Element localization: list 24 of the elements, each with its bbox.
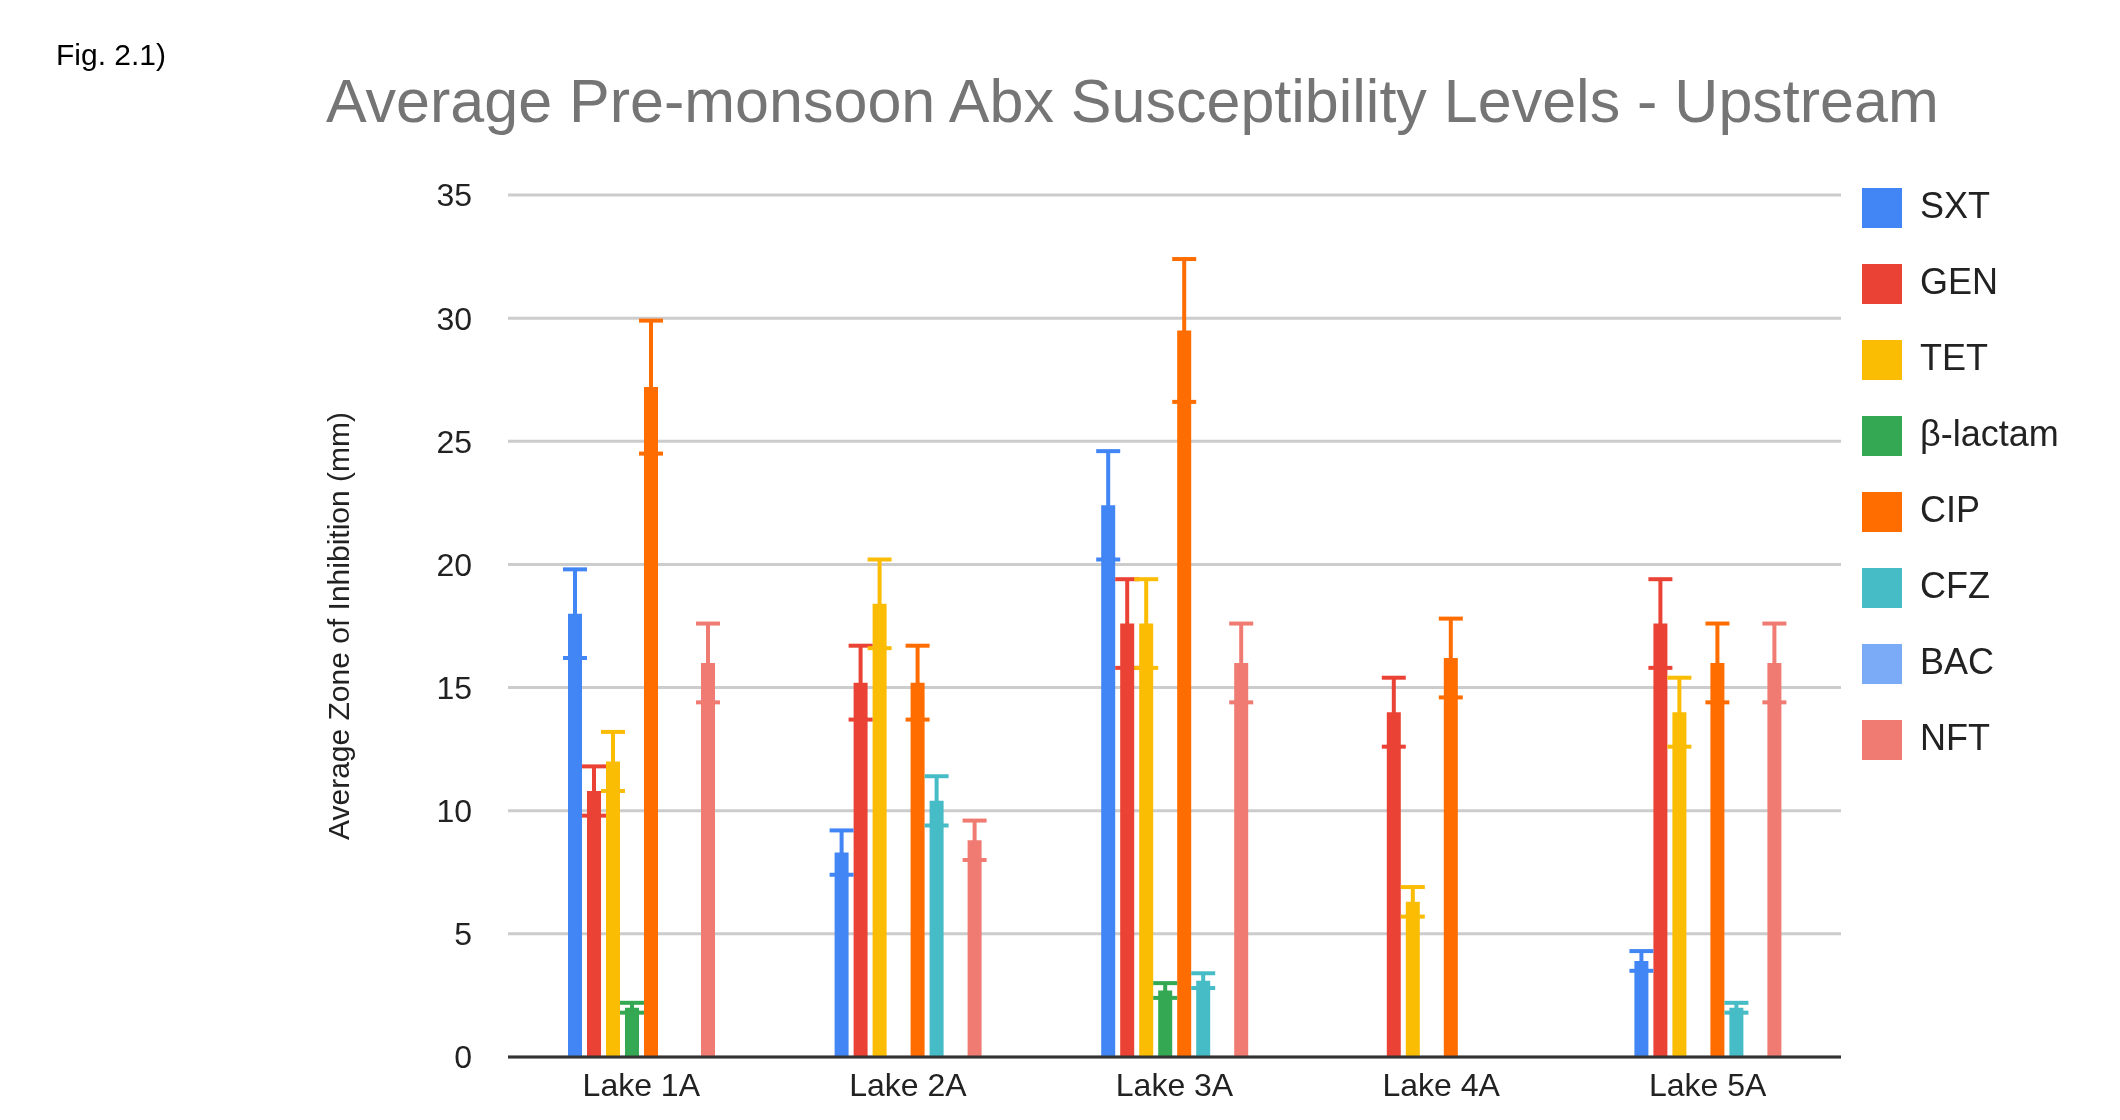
y-tick-label: 0 bbox=[454, 1039, 472, 1076]
legend-label: SXT bbox=[1920, 185, 1991, 226]
x-tick-label: Lake 2A bbox=[849, 1066, 968, 1103]
y-tick-label: 20 bbox=[436, 546, 472, 583]
x-tick-label: Lake 5A bbox=[1648, 1066, 1768, 1103]
x-tick-label: Lake 1A bbox=[582, 1066, 701, 1103]
y-tick-label: 10 bbox=[436, 793, 472, 830]
y-tick-label: 35 bbox=[436, 177, 472, 214]
chart-title: Average Pre-monsoon Abx Susceptibility Levels - Upstream bbox=[326, 66, 1939, 136]
y-tick-label: 15 bbox=[436, 669, 472, 706]
legend-label: GEN bbox=[1920, 261, 1999, 302]
legend-label: TET bbox=[1920, 337, 1988, 378]
caption: Fig. 2.1) bbox=[56, 38, 167, 72]
legend-label: NFT bbox=[1920, 717, 1990, 758]
legend-label: CFZ bbox=[1920, 565, 1990, 606]
y-tick-label: 25 bbox=[436, 423, 472, 460]
y-axis-title: Average Zone of Inhibition (mm) bbox=[321, 412, 355, 840]
legend-label: BAC bbox=[1920, 641, 1995, 682]
x-tick-label: Lake 3A bbox=[1115, 1066, 1234, 1103]
y-tick-label: 5 bbox=[454, 916, 472, 953]
legend-label: CIP bbox=[1920, 489, 1981, 530]
legend-label: β-lactam bbox=[1920, 413, 2059, 454]
x-tick-label: Lake 4A bbox=[1382, 1066, 1501, 1103]
y-tick-label: 30 bbox=[436, 300, 472, 337]
